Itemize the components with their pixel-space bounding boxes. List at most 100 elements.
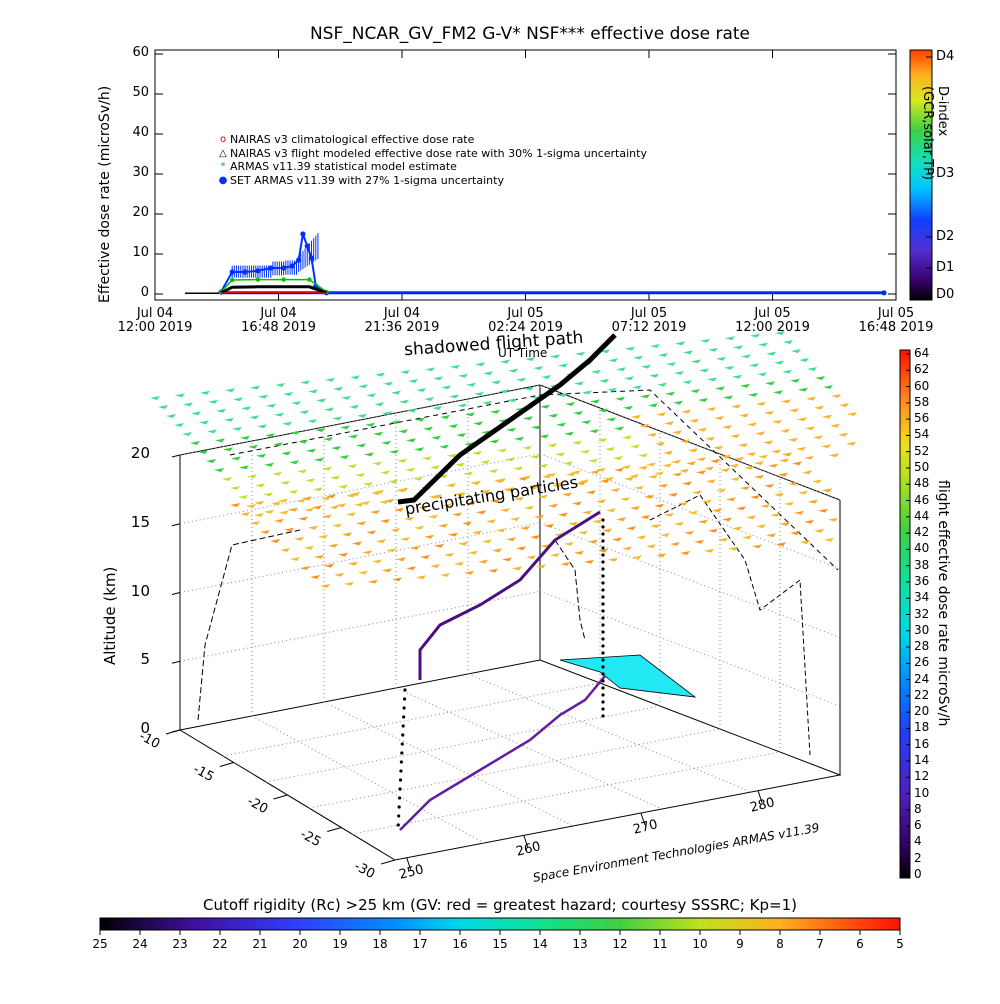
right-colorbar-tick-label: 4 — [914, 835, 922, 847]
ascent-point — [399, 778, 402, 781]
shadow-particle — [325, 378, 335, 382]
shadow-particle — [514, 437, 524, 441]
precip-particle — [704, 549, 714, 553]
shadow-particle — [813, 435, 823, 439]
precip-particle — [770, 513, 780, 517]
shadow-particle — [739, 413, 749, 417]
bottom-colorbar-tick-label: 6 — [856, 938, 864, 950]
shadow-particle — [475, 362, 485, 366]
chart-title: NSF_NCAR_GV_FM2 G-V* NSF*** effective do… — [0, 26, 1000, 43]
ascent-point — [403, 688, 406, 691]
shadow-particle — [273, 442, 283, 446]
precip-particle — [646, 544, 656, 548]
shadow-particle — [754, 461, 764, 465]
right-colorbar-tick-label: 30 — [914, 624, 929, 636]
precip-particle — [560, 562, 570, 566]
legend-text: NAIRAS v3 climatological effective dose … — [230, 133, 474, 146]
precip-particle — [608, 558, 618, 562]
shadow-particle — [581, 420, 591, 424]
right-colorbar-tick-label: 10 — [914, 787, 929, 799]
right-colorbar-tick-label: 50 — [914, 461, 929, 473]
bottom-colorbar-tick-label: 13 — [572, 938, 587, 950]
shadow-particle — [614, 426, 624, 430]
shadow-particle — [647, 433, 657, 437]
shadow-particle — [689, 419, 699, 423]
ascent-point — [397, 823, 400, 826]
shadow-particle — [782, 370, 792, 374]
shadow-particle — [316, 398, 326, 402]
shadow-particle — [299, 410, 309, 414]
shadow-particle — [388, 479, 398, 483]
shadow-particle — [565, 402, 575, 406]
x-tick-label: 21:36 2019 — [365, 321, 440, 334]
descent-point — [601, 532, 604, 535]
precip-particle — [736, 506, 746, 510]
x-tick-label: 02:24 2019 — [488, 321, 563, 334]
precip-particle — [448, 533, 458, 537]
shadow-particle — [664, 421, 674, 425]
right-colorbar-tick-label: 2 — [914, 852, 922, 864]
shadow-particle — [307, 419, 317, 423]
shadow-particle — [622, 435, 632, 439]
precip-particle — [614, 468, 624, 472]
shadow-particle — [746, 452, 756, 456]
ascent-point — [398, 787, 401, 790]
shadow-particle — [458, 374, 468, 378]
precip-particle — [458, 542, 468, 546]
shadow-particle — [799, 358, 809, 362]
shadow-particle — [541, 375, 551, 379]
ascent-point — [400, 760, 403, 763]
shadow-particle — [340, 425, 350, 429]
precip-particle — [516, 546, 526, 550]
descent-point — [601, 707, 604, 710]
shadow-particle — [683, 350, 693, 354]
shadow-particle — [314, 458, 324, 462]
precip-particle — [586, 490, 596, 494]
precip-particle — [334, 573, 344, 577]
floor-grid — [396, 688, 662, 809]
precip-particle — [640, 515, 650, 519]
precip-particle — [270, 539, 280, 543]
shadow-particle — [679, 469, 689, 473]
shadow-particle — [246, 504, 256, 508]
ascent-point — [401, 742, 404, 745]
shadow-particle — [463, 472, 473, 476]
shadow-particle — [224, 418, 234, 422]
descent-point — [601, 518, 604, 521]
shadow-particle — [222, 477, 232, 481]
right-colorbar-tick-label: 0 — [914, 868, 922, 880]
bottom-colorbar-tick-label: 18 — [372, 938, 387, 950]
precip-particle — [318, 535, 328, 539]
precip-particle — [694, 540, 704, 544]
shadow-particle — [433, 376, 443, 380]
precip-particle — [744, 466, 754, 470]
shadow-particle — [673, 401, 683, 405]
descent-point — [601, 539, 604, 542]
precip-particle — [298, 517, 308, 521]
armas-point — [281, 265, 286, 270]
precip-particle — [720, 468, 730, 472]
shadow-particle — [591, 370, 601, 374]
dindex-tick-label: D2 — [936, 230, 954, 243]
precip-particle — [674, 522, 684, 526]
shadow-particle — [763, 440, 773, 444]
y3-tick — [327, 828, 341, 832]
descent-point — [601, 574, 604, 577]
shadow-particle — [733, 345, 743, 349]
legend-text: SET ARMAS v11.39 with 27% 1-sigma uncert… — [230, 174, 504, 187]
shadow-particle — [241, 406, 251, 410]
precip-particle — [712, 508, 722, 512]
shadow-particle — [491, 380, 501, 384]
descent-point — [601, 525, 604, 528]
shadow-particle — [397, 459, 407, 463]
shadow-particle — [815, 376, 825, 380]
precip-particle — [356, 521, 366, 525]
right-colorbar-tick-label: 40 — [914, 542, 929, 554]
shadow-particle — [356, 443, 366, 447]
precip-particle — [294, 537, 304, 541]
shadow-particle — [364, 452, 374, 456]
shadow-particle — [616, 367, 626, 371]
shadow-particle — [674, 371, 684, 375]
shadow-particle — [580, 450, 590, 454]
shadow-particle — [373, 432, 383, 436]
